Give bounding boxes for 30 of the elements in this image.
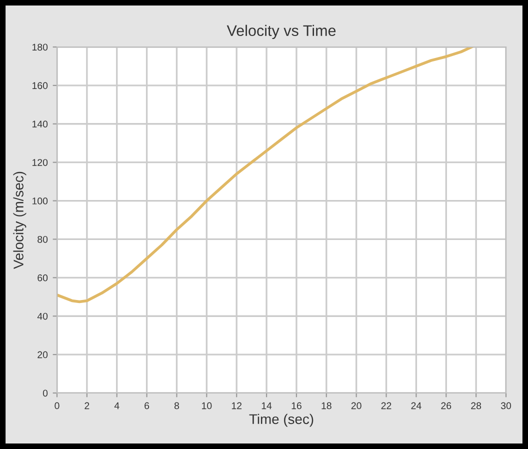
line-series — [57, 47, 473, 304]
y-tick-label: 160 — [32, 82, 48, 90]
y-tick-label: 180 — [32, 44, 48, 51]
y-tick-label: 100 — [32, 198, 48, 204]
x-tick-label: 2 — [84, 402, 90, 410]
y-tick-label: 20 — [38, 351, 48, 358]
y-tick-label: 0 — [42, 390, 48, 397]
x-tick-label: 10 — [202, 402, 212, 410]
x-tick-label: 18 — [322, 402, 332, 410]
x-tick-label: 14 — [262, 402, 272, 410]
y-tick-label: 80 — [38, 236, 48, 243]
x-tick-label: 26 — [441, 402, 452, 410]
x-tick-label: 20 — [351, 402, 362, 410]
x-tick-label: 22 — [381, 402, 392, 410]
x-tick-label: 6 — [144, 402, 150, 410]
y-tick-label: 140 — [32, 120, 48, 128]
y-tick-label: 60 — [38, 274, 48, 282]
x-tick-label: 12 — [232, 402, 242, 410]
x-tick-label: 0 — [54, 402, 60, 410]
x-axis-title: Time (sec) — [249, 414, 314, 427]
y-tick-label: 40 — [37, 312, 48, 320]
chart-title: Velocity vs Time — [226, 24, 336, 40]
x-tick-label: 30 — [500, 402, 512, 410]
y-tick-label: 120 — [32, 159, 48, 166]
x-tick-label: 24 — [411, 402, 422, 410]
x-tick-label: 28 — [471, 402, 482, 410]
x-tick-label: 16 — [292, 402, 302, 410]
x-tick-label: 8 — [174, 402, 180, 410]
x-tick-label: 4 — [114, 402, 120, 410]
y-axis-title: Velocity (m/sec) — [13, 172, 26, 269]
